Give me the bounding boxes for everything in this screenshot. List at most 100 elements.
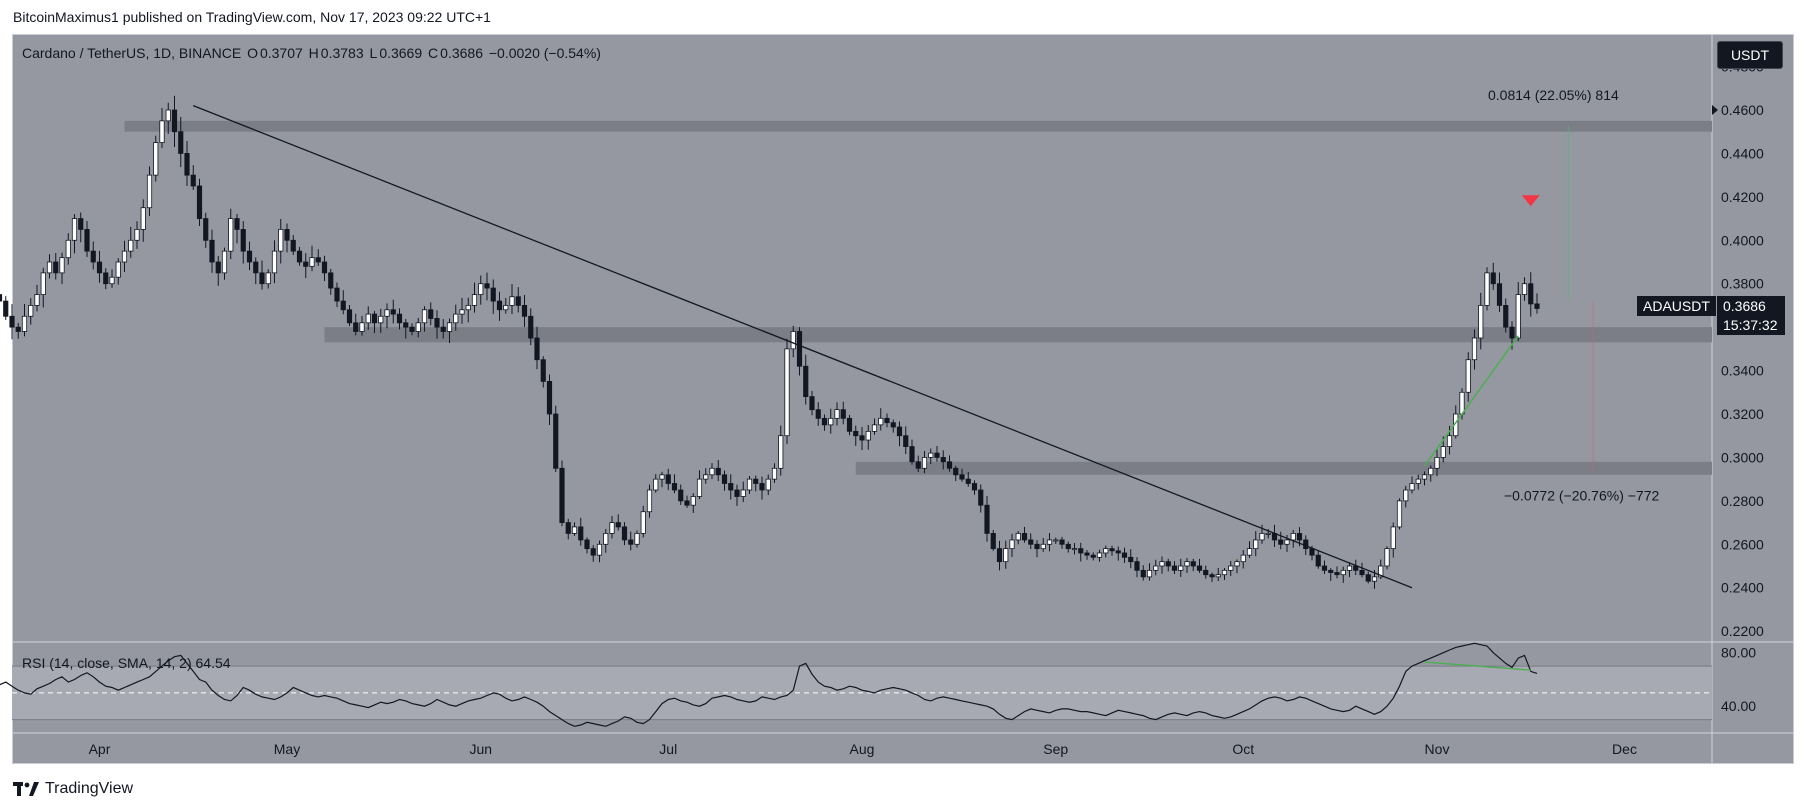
candle-body <box>1146 569 1153 578</box>
candle-body <box>640 511 646 534</box>
candle-body <box>534 337 540 361</box>
close-value: 0.3686 <box>440 45 483 61</box>
candle-body <box>709 467 715 476</box>
price-tick-label: 0.3400 <box>1721 363 1764 379</box>
candle-body <box>1096 552 1103 558</box>
price-tag-countdown: 15:37:32 <box>1717 315 1785 336</box>
candle-body <box>415 322 421 332</box>
candle-body <box>1003 548 1009 563</box>
candle-body <box>809 396 815 411</box>
candle-body <box>1078 548 1084 554</box>
candle-body <box>1021 533 1028 541</box>
candle-body <box>1209 574 1215 578</box>
candle-body <box>21 315 28 332</box>
candle-body <box>753 478 759 484</box>
low-label: L <box>369 45 378 61</box>
candle-body <box>1528 283 1534 305</box>
candle-body <box>459 309 465 315</box>
candle-body <box>1478 305 1484 339</box>
candle-body <box>1071 548 1078 551</box>
candle-body <box>803 365 809 398</box>
candle-body <box>603 533 609 545</box>
candle-body <box>59 257 65 274</box>
candle-body <box>453 313 459 324</box>
candle-body <box>946 461 953 469</box>
candle-body <box>990 533 996 550</box>
candle-body <box>765 478 771 491</box>
candle-body <box>140 207 146 230</box>
change-value: −0.0020 (−0.54%) <box>488 45 601 61</box>
candle-body <box>271 250 278 274</box>
time-tick-label: Aug <box>850 741 875 757</box>
price-tick-label: 0.4400 <box>1721 145 1764 161</box>
candle-body <box>665 474 671 484</box>
candle-body <box>609 522 615 534</box>
candle-body <box>178 131 184 154</box>
candle-body <box>440 326 446 332</box>
candle-body <box>553 413 559 469</box>
candle-body <box>790 331 796 350</box>
time-tick-label: Jun <box>469 741 492 757</box>
candle-body <box>1084 552 1090 556</box>
candle-body <box>1196 565 1203 571</box>
candle-body <box>1434 457 1440 469</box>
candle-body <box>246 250 253 263</box>
rsi-divergence-line <box>1424 661 1531 671</box>
candle-body <box>409 326 415 332</box>
candle-body <box>1384 548 1390 567</box>
candle-body <box>15 326 21 332</box>
candle-body <box>496 300 503 311</box>
measurement-label: 0.0814 (22.05%) 814 <box>1488 87 1619 103</box>
rsi-value: 64.54 <box>195 655 231 671</box>
candle-body <box>671 483 678 491</box>
candle-body <box>546 381 553 415</box>
candle-body <box>259 272 265 285</box>
candle-body <box>596 543 603 556</box>
rsi-legend: RSI (14, close, SMA, 14, 2) 64.54 <box>22 655 231 671</box>
support-resistance-zone <box>124 120 1712 132</box>
time-tick-label: Sep <box>1043 741 1068 757</box>
candle-body <box>1059 539 1065 545</box>
currency-button[interactable]: USDT <box>1717 41 1783 69</box>
candle-body <box>1515 294 1521 339</box>
price-tick-label: 0.2400 <box>1721 580 1764 596</box>
candle-body <box>1128 556 1134 563</box>
time-tick-label: Dec <box>1612 741 1637 757</box>
time-tick-label: Jul <box>659 741 677 757</box>
candle-body <box>959 474 965 480</box>
close-label: C <box>428 45 439 61</box>
candle-body <box>153 142 159 176</box>
candle-body <box>446 322 453 332</box>
symbol-title[interactable]: Cardano / TetherUS, 1D, BINANCE <box>22 45 242 61</box>
candle-body <box>1221 569 1228 576</box>
candle-body <box>1171 565 1178 571</box>
candle-body <box>1115 550 1121 554</box>
candle-body <box>971 483 978 491</box>
candle-body <box>953 467 959 476</box>
candle-body <box>284 229 290 241</box>
candle-body <box>1534 303 1540 309</box>
candle-body <box>778 435 784 469</box>
candle-body <box>1090 554 1096 558</box>
support-resistance-zone <box>855 461 1712 475</box>
candle-body <box>771 467 778 480</box>
candle-body <box>328 272 334 289</box>
low-value: 0.3669 <box>379 45 423 61</box>
rsi-label[interactable]: RSI (14, close, SMA, 14, 2) <box>22 655 192 671</box>
candle-body <box>1009 539 1015 550</box>
candle-body <box>465 305 471 311</box>
candle-body <box>871 424 878 432</box>
candle-body <box>234 218 240 230</box>
candle-body <box>909 446 915 463</box>
price-tick-label: 0.3000 <box>1721 449 1764 465</box>
candle-body <box>1040 543 1046 550</box>
symbol-legend: Cardano / TetherUS, 1D, BINANCE O 0.3707 … <box>22 45 603 61</box>
candle-body <box>759 483 765 491</box>
footer-brand[interactable]: TradingView <box>13 780 133 798</box>
candle-body <box>1346 565 1353 571</box>
candle-body <box>1028 539 1034 545</box>
candle-body <box>209 239 215 263</box>
candle-body <box>696 478 703 497</box>
open-value: 0.3707 <box>259 45 303 61</box>
